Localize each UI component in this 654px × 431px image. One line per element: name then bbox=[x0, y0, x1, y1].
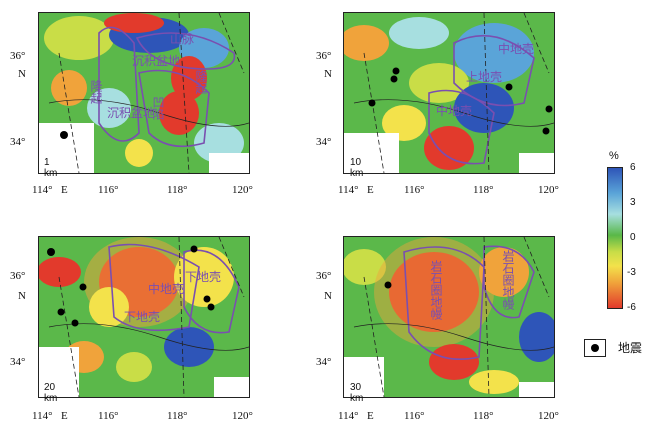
region-label: 下地壳 bbox=[124, 310, 161, 324]
region-label: 凹陷 bbox=[151, 96, 165, 120]
y-tick: 34° bbox=[316, 356, 332, 368]
x-tick: 118° bbox=[473, 410, 494, 422]
tomography-field bbox=[344, 237, 554, 397]
colorbar-tick: -6 bbox=[627, 302, 636, 313]
colorbar-tick: 6 bbox=[630, 162, 636, 173]
tomography-field bbox=[344, 13, 554, 173]
colorbar-tick: 0 bbox=[630, 232, 636, 243]
region-label: 上地壳 bbox=[466, 70, 503, 84]
x-tick: 116° bbox=[404, 184, 425, 196]
tomography-field bbox=[39, 13, 249, 173]
y-axis-label: N bbox=[324, 68, 332, 80]
legend-earthquake-label: 地震 bbox=[618, 341, 643, 355]
legend-earthquake bbox=[584, 339, 606, 357]
region-label: 下地壳 bbox=[185, 270, 222, 284]
velocity-map bbox=[38, 236, 250, 398]
x-tick: 118° bbox=[473, 184, 494, 196]
y-tick: 34° bbox=[10, 136, 26, 148]
colorbar-tick: -3 bbox=[627, 267, 636, 278]
x-tick: E bbox=[367, 184, 374, 196]
velocity-map bbox=[343, 236, 555, 398]
depth-label: 1 km bbox=[44, 157, 58, 179]
region-label: 中地壳 bbox=[436, 104, 473, 118]
x-tick: 120° bbox=[232, 184, 253, 196]
velocity-map bbox=[343, 12, 555, 174]
x-tick: 114° bbox=[338, 410, 359, 422]
y-tick: 36° bbox=[316, 50, 332, 62]
y-tick: 36° bbox=[10, 270, 26, 282]
x-tick: 116° bbox=[98, 184, 119, 196]
region-label: 隆起 bbox=[89, 80, 103, 104]
x-tick: 114° bbox=[32, 184, 53, 196]
x-tick: 114° bbox=[338, 184, 359, 196]
y-axis-label: N bbox=[324, 290, 332, 302]
x-tick: 120° bbox=[232, 410, 253, 422]
x-tick: E bbox=[61, 184, 68, 196]
colorbar bbox=[607, 167, 623, 309]
colorbar-unit: % bbox=[609, 150, 619, 162]
region-label: 山脉 bbox=[170, 32, 195, 46]
y-tick: 34° bbox=[10, 356, 26, 368]
region-label: 岩石圈地幔 bbox=[501, 250, 515, 310]
region-label: 沉积盆地 bbox=[132, 54, 181, 68]
x-tick: 116° bbox=[98, 410, 119, 422]
depth-label: 20 km bbox=[44, 382, 58, 404]
depth-label: 30 km bbox=[350, 382, 364, 404]
x-tick: 120° bbox=[538, 410, 559, 422]
y-axis-label: N bbox=[18, 290, 26, 302]
depth-label: 10 km bbox=[350, 157, 364, 179]
velocity-map bbox=[38, 12, 250, 174]
earthquake-marker-icon bbox=[591, 344, 599, 352]
x-tick: 114° bbox=[32, 410, 53, 422]
tomography-field bbox=[39, 237, 249, 397]
y-tick: 36° bbox=[316, 270, 332, 282]
region-label: 中地壳 bbox=[148, 282, 185, 296]
y-tick: 36° bbox=[10, 50, 26, 62]
y-axis-label: N bbox=[18, 68, 26, 80]
region-label: 岩石圈地幔 bbox=[429, 260, 443, 320]
y-tick: 34° bbox=[316, 136, 332, 148]
x-tick: E bbox=[367, 410, 374, 422]
region-label: 沉积盆地 bbox=[107, 106, 156, 120]
x-tick: 118° bbox=[167, 410, 188, 422]
region-label: 隆起 bbox=[194, 70, 208, 94]
x-tick: 120° bbox=[538, 184, 559, 196]
x-tick: 116° bbox=[404, 410, 425, 422]
region-label: 中地壳 bbox=[498, 42, 535, 56]
colorbar-tick: 3 bbox=[630, 197, 636, 208]
x-tick: E bbox=[61, 410, 68, 422]
x-tick: 118° bbox=[167, 184, 188, 196]
